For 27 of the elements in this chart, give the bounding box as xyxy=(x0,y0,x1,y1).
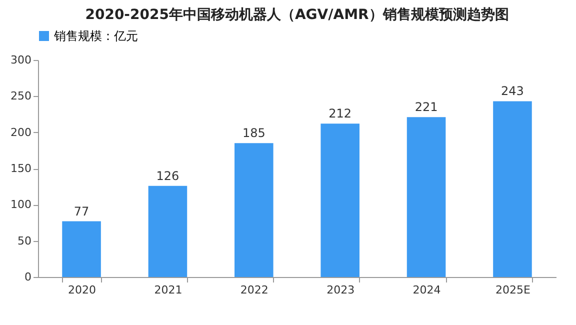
data-label: 77 xyxy=(74,204,90,218)
x-tick-label: 2020 xyxy=(68,284,96,296)
data-label: 243 xyxy=(501,84,524,98)
legend-label: 销售规模：亿元 xyxy=(53,29,138,43)
x-tick-label: 2022 xyxy=(240,284,268,296)
data-label: 126 xyxy=(156,168,180,183)
y-tick-label: 150 xyxy=(10,162,32,175)
x-tick-label: 2025E xyxy=(496,284,530,296)
x-tick-label: 2021 xyxy=(154,284,182,296)
y-tick-label: 50 xyxy=(18,234,32,248)
x-tick-label: 2024 xyxy=(412,284,441,296)
data-label: 185 xyxy=(242,126,266,140)
bar xyxy=(234,143,274,277)
data-label: 221 xyxy=(414,100,438,114)
y-tick-label: 200 xyxy=(10,126,32,139)
y-tick-label: 100 xyxy=(10,198,32,212)
y-tick-label: 0 xyxy=(24,270,32,284)
bar xyxy=(62,221,101,277)
bar xyxy=(320,124,360,277)
y-tick-label: 250 xyxy=(10,90,32,103)
bar xyxy=(406,117,446,277)
bar xyxy=(493,101,532,277)
y-tick-label: 300 xyxy=(10,54,32,66)
chart-title: 2020-2025年中国移动机器人（AGV/AMR）销售规模预测趋势图 xyxy=(85,7,509,23)
data-label: 212 xyxy=(328,106,352,121)
x-tick-label: 2023 xyxy=(326,284,355,296)
bar xyxy=(148,186,188,277)
